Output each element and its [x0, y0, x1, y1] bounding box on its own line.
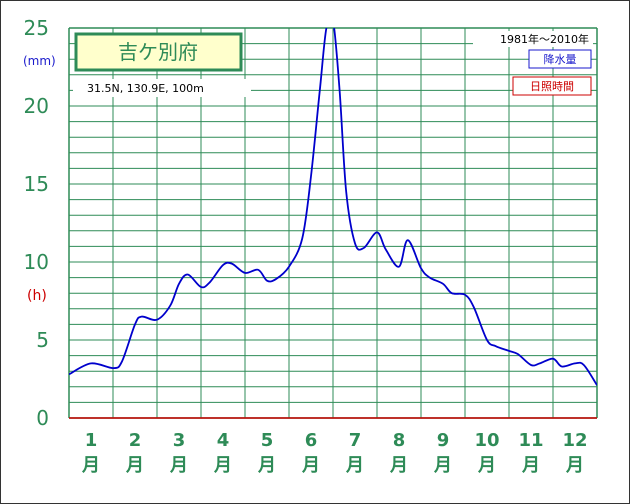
x-tick-label: 11 — [518, 430, 543, 451]
station-name: 吉ケ別府 — [118, 40, 198, 64]
x-tick-suffix: 月 — [125, 455, 144, 476]
x-tick-suffix: 月 — [169, 455, 188, 476]
series-layer — [69, 28, 597, 386]
x-tick-label: 7 — [349, 430, 362, 451]
y-tick-label: 20 — [24, 94, 49, 118]
y-tick-label: 0 — [36, 406, 49, 430]
y-tick-label: 25 — [24, 16, 49, 40]
x-tick-label: 9 — [437, 430, 450, 451]
legend-sunshine-box — [512, 76, 592, 96]
x-tick-suffix: 月 — [257, 455, 276, 476]
station-title-box — [74, 32, 243, 72]
x-tick-labels: 1 月 2 月 3 月 4 月 5 月 6 月 7 月 8 月 9 月 10 月 11 月 12 月 — [81, 430, 588, 476]
x-tick-suffix: 月 — [389, 455, 408, 476]
x-tick-label: 3 — [173, 430, 186, 451]
y-tick-labels: 0 5 10 15 20 25 — [24, 16, 49, 430]
y-axis-unit-mm: (mm) — [23, 54, 56, 68]
y-tick-label: 5 — [36, 328, 49, 352]
legend-precip-label: 降水量 — [544, 52, 577, 66]
x-tick-suffix: 月 — [433, 455, 452, 476]
x-tick-label: 6 — [305, 430, 318, 451]
x-tick-label: 10 — [474, 430, 499, 451]
y-tick-label: 15 — [24, 172, 49, 196]
x-tick-label: 2 — [129, 430, 142, 451]
x-tick-label: 4 — [217, 430, 230, 451]
x-tick-label: 12 — [562, 430, 587, 451]
y-axis-unit-h: (h) — [27, 288, 47, 304]
period-label: 1981年〜2010年 — [500, 32, 589, 46]
x-tick-suffix: 月 — [301, 455, 320, 476]
legend-sunshine-label: 日照時間 — [530, 80, 574, 93]
legend-precip-box — [528, 49, 592, 69]
grid-layer — [68, 27, 598, 419]
x-tick-label: 1 — [85, 430, 98, 451]
x-tick-suffix: 月 — [213, 455, 232, 476]
x-tick-label: 8 — [393, 430, 406, 451]
x-tick-suffix: 月 — [345, 455, 364, 476]
x-tick-suffix: 月 — [477, 455, 496, 476]
x-tick-suffix: 月 — [521, 455, 540, 476]
station-coords: 31.5N, 130.9E, 100m — [87, 82, 204, 95]
y-tick-label: 10 — [24, 250, 49, 274]
station-coords-bg — [73, 79, 251, 97]
x-tick-label: 5 — [261, 430, 274, 451]
series-line-precip — [69, 28, 597, 386]
x-tick-suffix: 月 — [565, 455, 584, 476]
x-tick-suffix: 月 — [81, 455, 100, 476]
period-bg — [473, 31, 593, 47]
